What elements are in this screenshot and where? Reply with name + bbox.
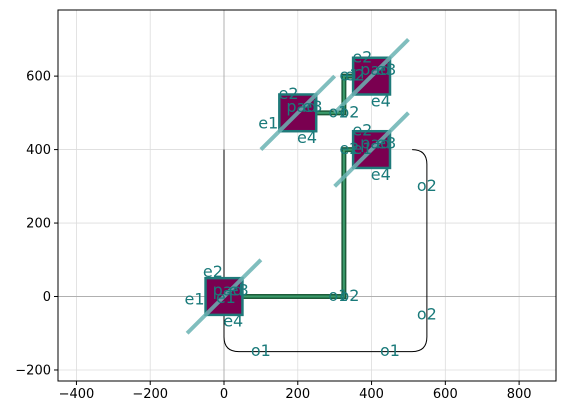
port-label: e2 (279, 84, 299, 103)
x-axis-ticks: −400 −200 0 200 400 600 800 (59, 381, 532, 402)
port-label: o1 (251, 341, 271, 360)
port-label: e4 (371, 165, 391, 184)
x-tick-label: 600 (433, 387, 458, 402)
port-label: e3 (376, 134, 396, 153)
plot-frame (57, 9, 557, 382)
port-label: e1 (352, 139, 372, 158)
bbox-layer (185, 37, 410, 335)
grid (58, 10, 556, 381)
zero-lines (58, 10, 556, 381)
port-label: o1 (380, 341, 400, 360)
port-label: e2 (345, 66, 365, 85)
port-label: pad (360, 134, 390, 153)
port-label: e3 (303, 97, 323, 116)
route-layer (223, 149, 428, 353)
wire-layer (242, 73, 354, 300)
port-label: e4 (297, 128, 317, 147)
port-label: e1 (184, 290, 204, 309)
y-tick-label: 0 (43, 290, 51, 305)
y-axis-ticks: −200 0 200 400 600 (15, 70, 58, 378)
port-label: e3 (229, 281, 249, 300)
port-label: e2 (339, 139, 359, 158)
port-label: e4 (223, 312, 243, 331)
port-label: o2 (339, 102, 359, 121)
port-label: e1 (339, 66, 359, 85)
port-label: o1 (328, 286, 348, 305)
y-tick-label: 600 (26, 70, 51, 85)
x-tick-label: −400 (59, 387, 95, 402)
x-tick-label: 0 (220, 387, 228, 402)
port-label: o1 (328, 102, 348, 121)
wire-core (316, 75, 354, 114)
y-tick-label: 400 (26, 143, 51, 158)
port-label: e1 (216, 288, 236, 307)
port-label: pad (213, 281, 243, 300)
x-tick-label: 400 (359, 387, 384, 402)
port-label: e4 (371, 91, 391, 110)
wire-core (242, 148, 354, 298)
bbox-diagonal (333, 37, 410, 115)
x-tick-label: 200 (285, 387, 310, 402)
port-label: e1 (258, 113, 278, 132)
port-label: o2 (417, 304, 437, 323)
y-tick-label: −200 (15, 363, 51, 378)
port-label: o2 (339, 286, 359, 305)
route-path (223, 149, 428, 353)
port-label: e2 (352, 47, 372, 66)
x-tick-label: 800 (507, 387, 532, 402)
x-tick-label: −200 (132, 387, 168, 402)
bbox-diagonal (185, 258, 263, 335)
port-label: o2 (417, 176, 437, 195)
port-label: e3 (376, 60, 396, 79)
port-label: e2 (352, 121, 372, 140)
y-tick-label: 200 (26, 217, 51, 232)
bbox-diagonal (333, 111, 410, 188)
bbox-diagonal (259, 74, 337, 152)
port-label: pad (360, 60, 390, 79)
port-label: e2 (203, 262, 223, 281)
port-label: pad (286, 97, 316, 116)
